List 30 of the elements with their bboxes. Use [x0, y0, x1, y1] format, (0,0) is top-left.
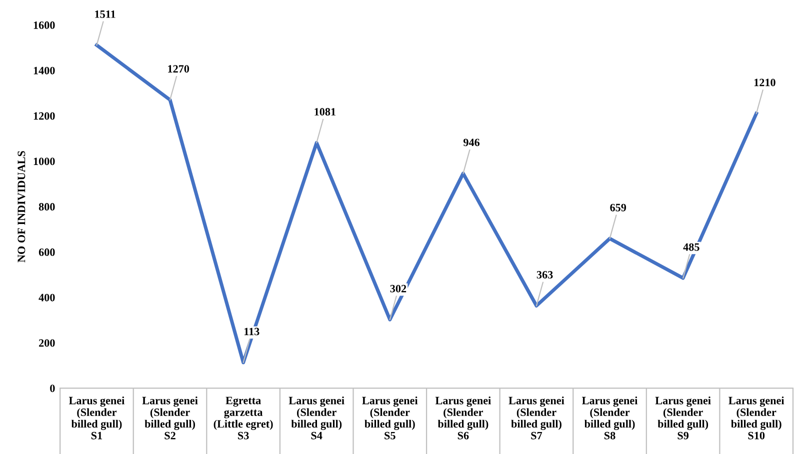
- y-tick-label: 200: [39, 339, 55, 347]
- x-tick-label: Larus genei (Slender billed gull) S8: [582, 396, 638, 440]
- data-label: 946: [463, 138, 480, 146]
- x-tick-label: Larus genei (Slender billed gull) S2: [142, 396, 198, 440]
- y-tick-label: 1000: [34, 158, 55, 166]
- data-label: 363: [536, 271, 553, 279]
- data-label: 1081: [314, 108, 336, 116]
- x-tick-label: Egretta garzetta (Little egret) S3: [214, 396, 273, 440]
- x-tick-label: Larus genei (Slender billed gull) S10: [728, 396, 784, 440]
- y-tick-label: 1200: [34, 112, 55, 120]
- y-tick-label: 1400: [34, 66, 55, 74]
- y-tick-label: 400: [38, 294, 55, 302]
- x-tick-label: Larus genei (Slender billed gull) S1: [68, 396, 124, 440]
- data-label: 1511: [95, 10, 116, 18]
- x-tick-label: Larus genei (Slender billed gull) S6: [435, 396, 491, 440]
- data-label: 659: [610, 204, 626, 212]
- x-tick-label: Larus genei (Slender billed gull) S4: [288, 396, 344, 440]
- x-tick-label: Larus genei (Slender billed gull) S9: [655, 396, 711, 440]
- data-label: 1210: [754, 78, 776, 86]
- x-tick-label: Larus genei (Slender billed gull) S7: [508, 396, 564, 440]
- y-tick-label: 0: [50, 384, 55, 392]
- data-label: 485: [683, 243, 700, 251]
- data-label: 302: [390, 284, 406, 292]
- x-tick-label: Larus genei (Slender billed gull) S5: [362, 396, 418, 440]
- y-tick-label: 600: [38, 248, 55, 256]
- y-tick-label: 800: [38, 203, 55, 211]
- data-label: 1270: [168, 65, 190, 73]
- y-axis-title: NO OF INDIVIDUALS: [18, 151, 26, 262]
- data-label: 113: [244, 328, 260, 336]
- y-tick-label: 1600: [34, 21, 55, 29]
